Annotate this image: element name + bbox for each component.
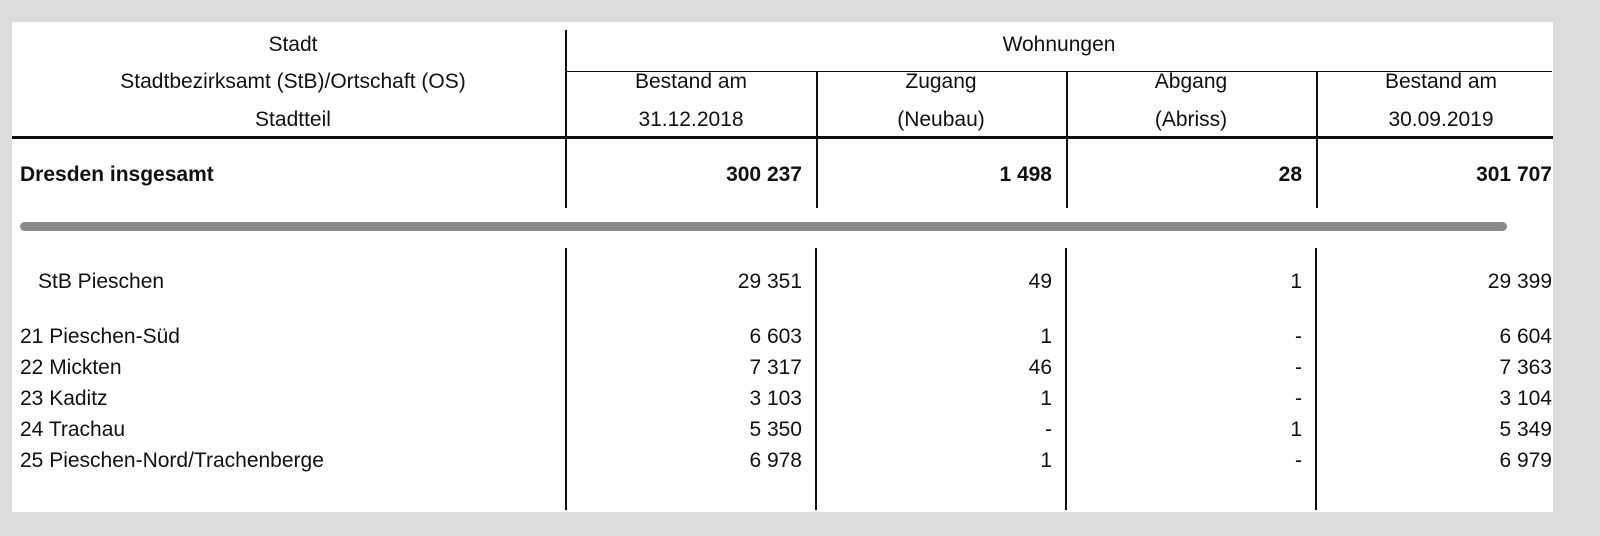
total-row-value: 28 — [1278, 163, 1302, 186]
column-header-line1: Bestand am — [634, 70, 748, 93]
column-header-line1: Bestand am — [1384, 70, 1498, 93]
column-divider — [815, 248, 817, 510]
table-row-value: 3 103 — [749, 387, 802, 410]
header-row-label-3: Stadtteil — [255, 108, 331, 131]
total-row-value: 301 707 — [1476, 163, 1552, 186]
column-header-line2: 31.12.2018 — [638, 108, 744, 131]
table-sheet — [12, 22, 1553, 512]
column-divider — [1315, 248, 1317, 510]
table-row-value: 6 603 — [749, 325, 802, 348]
table-row-value: 5 349 — [1499, 418, 1552, 441]
table-row-value: 6 979 — [1499, 449, 1552, 472]
table-row-value: 6 604 — [1499, 325, 1552, 348]
district-row-label: StB Pieschen — [38, 270, 165, 293]
total-row-label: Dresden insgesamt — [20, 163, 214, 186]
table-row-value: - — [1295, 356, 1302, 379]
column-header-line1: Abgang — [1154, 70, 1228, 93]
district-row-value: 29 399 — [1487, 270, 1552, 293]
column-divider — [816, 72, 818, 208]
column-header-line1: Zugang — [905, 70, 977, 93]
table-row-value: 7 363 — [1499, 356, 1552, 379]
table-row-value: 3 104 — [1499, 387, 1552, 410]
total-row-value: 1 498 — [999, 163, 1052, 186]
column-divider — [1316, 72, 1318, 208]
table-row-value: 1 — [1290, 418, 1302, 441]
table-row-value: 6 978 — [749, 449, 802, 472]
column-header-line2: (Neubau) — [897, 108, 985, 131]
table-row-value: - — [1045, 418, 1052, 441]
header-bottom-rule — [12, 136, 1553, 139]
header-row-label-1: Stadt — [268, 33, 318, 56]
district-row-value: 1 — [1290, 270, 1302, 293]
table-row-value: 5 350 — [749, 418, 802, 441]
column-divider — [1066, 72, 1068, 208]
column-divider — [1065, 248, 1067, 510]
column-divider — [565, 30, 567, 208]
table-row-label: 23 Kaditz — [20, 387, 108, 410]
table-row-label: 21 Pieschen-Süd — [20, 325, 180, 348]
table-row-value: 1 — [1040, 449, 1052, 472]
total-row-value: 300 237 — [726, 163, 802, 186]
table-row-value: 46 — [1028, 356, 1052, 379]
table-row-label: 25 Pieschen-Nord/Trachenberge — [20, 449, 324, 472]
district-row-value: 49 — [1028, 270, 1052, 293]
column-divider — [565, 248, 567, 510]
table-row-label: 24 Trachau — [20, 418, 126, 441]
table-row-value: 7 317 — [749, 356, 802, 379]
table-row-value: - — [1295, 325, 1302, 348]
column-header-line2: (Abriss) — [1154, 108, 1228, 131]
table-row-value: - — [1295, 449, 1302, 472]
table-row-value: 1 — [1040, 387, 1052, 410]
header-group-label: Wohnungen — [1002, 33, 1116, 56]
section-separator — [20, 222, 1507, 231]
table-row-label: 22 Mickten — [20, 356, 122, 379]
table-row-value: - — [1295, 387, 1302, 410]
column-header-line2: 30.09.2019 — [1388, 108, 1494, 131]
header-divider — [566, 71, 1552, 72]
header-row-label-2: Stadtbezirksamt (StB)/Ortschaft (OS) — [120, 70, 466, 93]
table-row-value: 1 — [1040, 325, 1052, 348]
district-row-value: 29 351 — [737, 270, 802, 293]
